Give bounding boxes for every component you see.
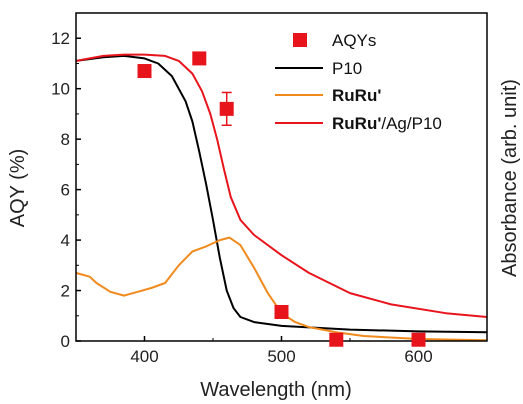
y-axis-title: AQY (%): [7, 149, 29, 228]
series-line-1: [76, 54, 487, 334]
y-tick-label-6: 12: [51, 29, 70, 48]
legend-marker-aqys: [293, 33, 307, 47]
x-tick-label-2: 600: [404, 347, 432, 366]
x-tick-label-1: 500: [267, 347, 295, 366]
y2-axis-title: Absorbance (arb. unit): [499, 79, 521, 277]
y-tick-label-4: 8: [61, 130, 70, 149]
legend-label-ruru-ag-p10-bold: RuRu': [332, 114, 381, 133]
ticks-layer: [137, 51, 426, 347]
legend-label-ruru-ag-p10-rest: /Ag/P10: [381, 114, 442, 133]
aqy-point-2: [219, 101, 234, 116]
y-tick-label-0: 0: [61, 332, 70, 351]
legend-label-ruru-ag-p10: RuRu'/Ag/P10: [332, 114, 442, 133]
series-line-2: [76, 236, 487, 341]
axes-layer: 400 500 600 0 2 4 6 8 10 12: [51, 12, 488, 366]
aqy-point-1: [192, 51, 207, 66]
aqy-point-0: [137, 64, 152, 79]
series-layer: [76, 53, 487, 341]
y-tick-label-1: 2: [61, 282, 70, 301]
legend: AQYs P10 RuRu' RuRu'/Ag/P10: [275, 31, 442, 133]
legend-label-p10: P10: [332, 59, 362, 78]
y-tick-label-5: 10: [51, 80, 70, 99]
x-tick-label-0: 400: [130, 347, 158, 366]
y-tick-label-3: 6: [61, 181, 70, 200]
aqy-point-5: [411, 332, 426, 347]
aqy-point-3: [274, 304, 289, 319]
aqy-point-4: [329, 332, 344, 347]
legend-label-ruru: RuRu': [332, 86, 381, 105]
y-tick-label-2: 4: [61, 231, 70, 250]
series-line-3: [76, 53, 487, 318]
x-axis-title: Wavelength (nm): [200, 379, 352, 401]
legend-label-aqys: AQYs: [332, 31, 376, 50]
